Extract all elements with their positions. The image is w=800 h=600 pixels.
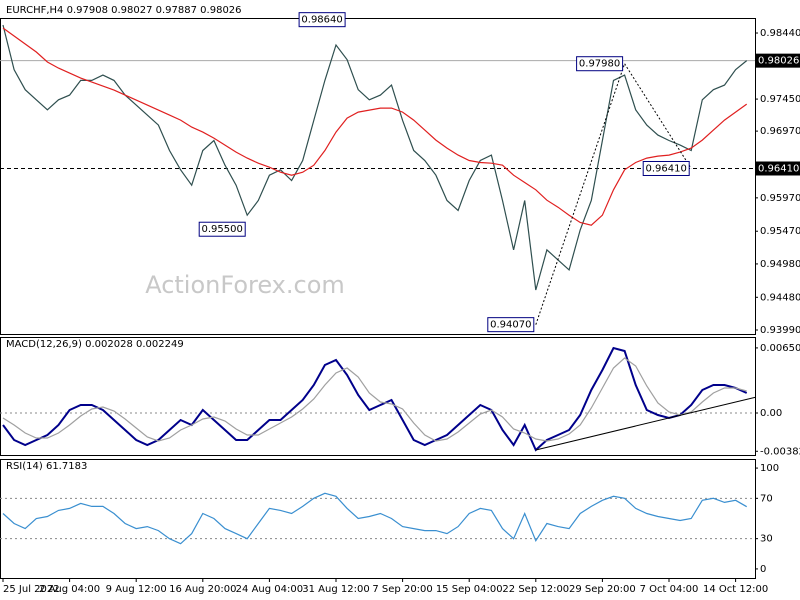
annotation-box	[487, 317, 535, 333]
panel-frame	[0, 337, 756, 456]
y-tick-label: 0	[760, 564, 766, 575]
price-level-label: 0.98026	[758, 56, 799, 67]
panel-frame	[0, 18, 756, 335]
annotation-box	[298, 12, 346, 28]
trend-line	[535, 396, 756, 451]
x-tick-label: 31 Aug 12:00	[302, 584, 369, 595]
price-level-label: 0.96410	[758, 163, 799, 174]
panel-frame	[0, 459, 756, 579]
y-tick-label: 0.94980	[760, 259, 800, 270]
x-tick-label: 24 Aug 04:00	[236, 584, 303, 595]
series-line	[2, 24, 748, 291]
x-tick-label: 15 Sep 04:00	[436, 584, 503, 595]
annotation-label: 0.96410	[646, 163, 687, 174]
y-tick-label: 0.93990	[760, 325, 800, 336]
annotation-label: 0.94070	[490, 320, 531, 331]
trend-line	[624, 63, 692, 169]
panel-title: RSI(14) 61.7183	[6, 461, 87, 472]
x-tick-label: 7 Oct 04:00	[640, 584, 699, 595]
annotation-box	[576, 56, 624, 72]
series-line	[2, 346, 748, 452]
price-level-box	[756, 53, 800, 68]
series-line	[2, 357, 747, 442]
y-tick-label: 0.00	[760, 408, 782, 419]
y-tick-label: -0.003828	[760, 446, 800, 457]
price-level-box	[756, 161, 800, 176]
x-tick-label: 9 Aug 12:00	[106, 584, 167, 595]
series-line	[2, 492, 747, 545]
series-line	[2, 27, 748, 226]
trend-line	[535, 63, 626, 325]
x-tick-label: 2 Aug 04:00	[39, 584, 100, 595]
x-tick-label: 22 Sep 12:00	[502, 584, 569, 595]
y-tick-label: 0.94480	[760, 292, 800, 303]
panel-title: EURCHF,H4 0.97908 0.98027 0.97887 0.9802…	[6, 5, 242, 16]
annotation-label: 0.95500	[202, 224, 243, 235]
y-tick-label: 0.97450	[760, 94, 800, 105]
watermark: ActionForex.com	[145, 271, 345, 299]
annotation-box	[642, 160, 690, 176]
x-tick-label: 14 Oct 12:00	[703, 584, 768, 595]
annotation-label: 0.97980	[579, 59, 620, 70]
annotation-label: 0.98640	[301, 15, 342, 26]
annotation-box	[198, 221, 246, 237]
x-tick-label: 25 Jul 2022	[3, 584, 60, 595]
y-tick-label: 0.95970	[760, 193, 800, 204]
y-tick-label: 30	[760, 534, 773, 545]
y-tick-label: 70	[760, 493, 773, 504]
x-tick-label: 7 Sep 20:00	[372, 584, 432, 595]
panel-title: MACD(12,26,9) 0.002028 0.002249	[6, 339, 184, 350]
y-tick-label: 0.95470	[760, 226, 800, 237]
y-tick-label: 0.96970	[760, 126, 800, 137]
y-tick-label: 0.98440	[760, 28, 800, 39]
x-tick-label: 16 Aug 20:00	[169, 584, 236, 595]
x-tick-label: 29 Sep 20:00	[569, 584, 636, 595]
y-tick-label: 100	[760, 463, 779, 474]
y-tick-label: 0.006509	[760, 343, 800, 354]
